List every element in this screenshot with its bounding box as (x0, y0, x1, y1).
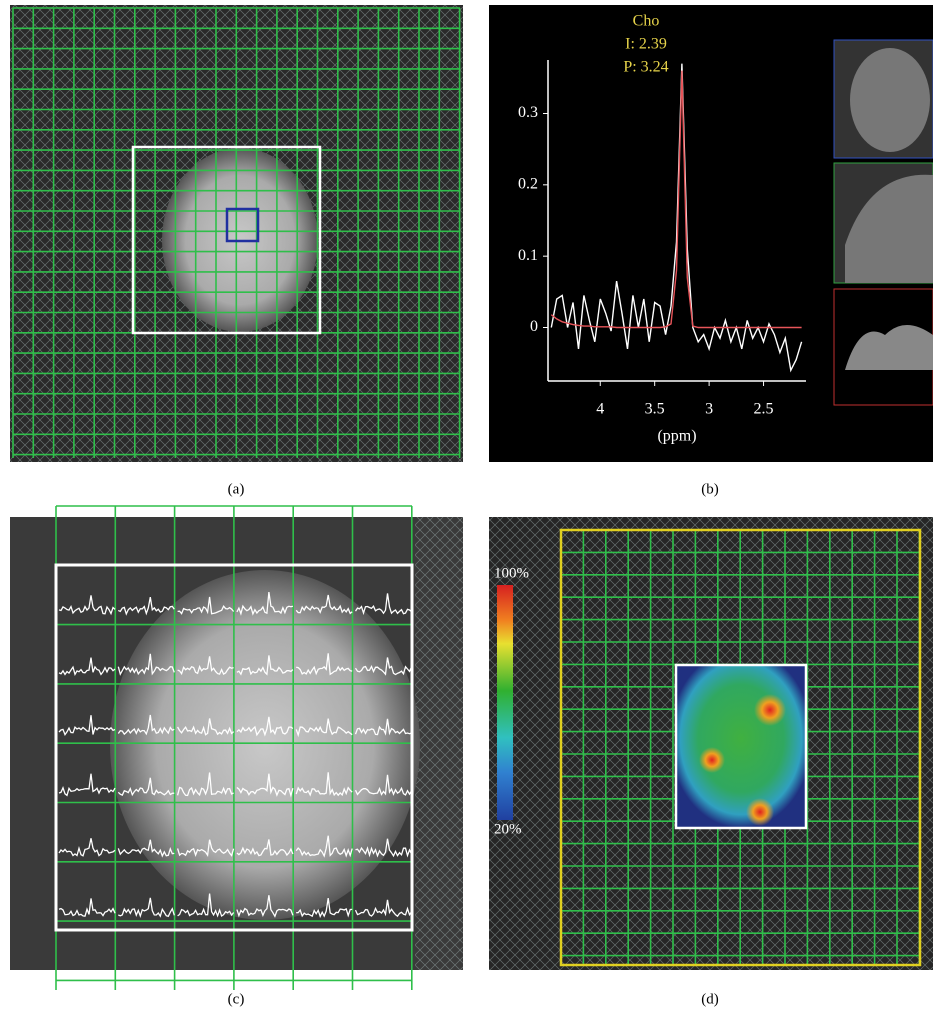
hatch (415, 517, 463, 970)
localizer-tissue (850, 48, 930, 152)
panel-label: (d) (701, 991, 719, 1007)
choline-map (676, 665, 806, 828)
peak-annotation: P: 3.24 (623, 59, 668, 76)
x-axis-label: (ppm) (657, 428, 696, 445)
figure: (a) 0 0.1 0.2 0.3 4 3.5 3 2.5 (ppm) Cho I: 2.39 P: … (0, 0, 933, 1014)
y-tick-label: 0 (530, 318, 538, 335)
y-tick-label: 0.2 (518, 176, 538, 193)
lesion (110, 570, 420, 920)
colorbar-min: 20% (494, 821, 522, 837)
panel-label: (c) (228, 991, 245, 1007)
panel-label: (b) (701, 481, 719, 497)
panel-label: (a) (228, 481, 245, 497)
x-tick-label: 3.5 (645, 401, 665, 418)
peak-annotation: I: 2.39 (625, 36, 667, 53)
hot-spot (699, 747, 725, 773)
hot-spot (746, 798, 774, 826)
hot-spot (754, 694, 786, 726)
x-tick-label: 2.5 (754, 401, 774, 418)
colorbar (497, 585, 513, 820)
x-tick-label: 3 (705, 401, 713, 418)
y-tick-label: 0.3 (518, 104, 538, 121)
peak-annotation: Cho (633, 13, 660, 30)
y-tick-label: 0.1 (518, 247, 538, 264)
x-tick-label: 4 (596, 401, 604, 418)
colorbar-max: 100% (494, 565, 529, 581)
